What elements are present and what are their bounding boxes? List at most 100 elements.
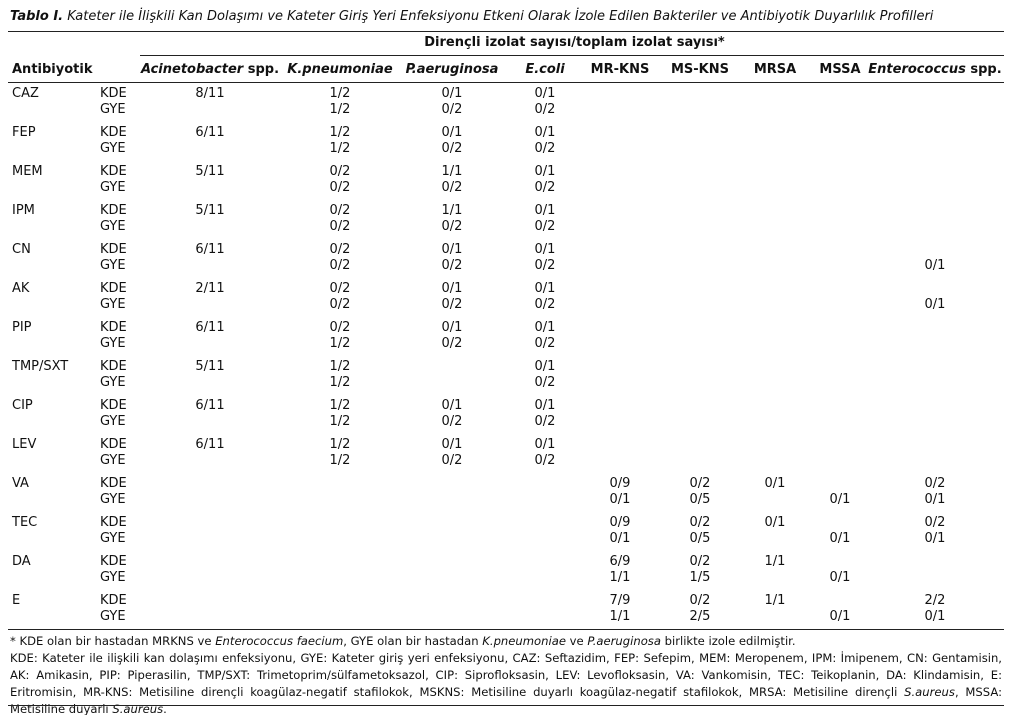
infection-type: KDE (100, 476, 127, 491)
infection-type: GYE (100, 570, 126, 585)
cell: 0/2 (534, 180, 556, 195)
cell: 0/2 (441, 414, 463, 429)
infection-type: GYE (100, 492, 126, 507)
cell: 0/1 (441, 125, 463, 140)
cell: 0/1 (764, 476, 786, 491)
text-run: spp. (965, 62, 1002, 77)
text-run: , GYE olan bir hastadan (343, 634, 483, 648)
infection-type: GYE (100, 141, 126, 156)
cell: 0/1 (441, 86, 463, 101)
cell: 0/9 (609, 515, 631, 530)
infection-type: GYE (100, 180, 126, 195)
column-header: E.coli (475, 62, 615, 78)
infection-type: GYE (100, 297, 126, 312)
cell: 1/2 (329, 437, 351, 452)
group-header: Dirençli izolat sayısı/toplam izolat say… (424, 35, 725, 50)
cell: 0/2 (924, 515, 946, 530)
rule (8, 705, 1004, 706)
cell: 6/11 (195, 320, 225, 335)
cell: 2/5 (689, 609, 711, 624)
cell: 1/1 (441, 203, 463, 218)
cell: 1/2 (329, 125, 351, 140)
antibiotic: AK (12, 281, 30, 296)
cell: 8/11 (195, 86, 225, 101)
cell: 0/1 (829, 531, 851, 546)
cell: 0/1 (924, 531, 946, 546)
cell: 5/11 (195, 203, 225, 218)
infection-type: KDE (100, 281, 127, 296)
antibiotic: MEM (12, 164, 43, 179)
cell: 0/1 (441, 281, 463, 296)
cell: 0/2 (329, 242, 351, 257)
column-header: Acinetobacter spp. (140, 62, 280, 78)
text-run: KDE: Kateter ile ilişkili kan dolaşımı e… (10, 651, 1002, 699)
cell: 0/2 (689, 515, 711, 530)
text-run: K.pneumoniae (287, 62, 393, 77)
cell: 0/2 (329, 297, 351, 312)
cell: 0/1 (924, 258, 946, 273)
cell: 0/1 (534, 164, 556, 179)
cell: 1/5 (689, 570, 711, 585)
text-run: ve (565, 634, 588, 648)
stub-header: Antibiyotik (12, 62, 93, 77)
cell: 2/2 (924, 593, 946, 608)
antibiotic: FEP (12, 125, 36, 140)
text-run: Acinetobacter (140, 62, 244, 77)
infection-type: KDE (100, 164, 127, 179)
cell: 1/2 (329, 141, 351, 156)
text-run: . (163, 702, 167, 715)
rule (8, 31, 1004, 32)
cell: 0/2 (534, 219, 556, 234)
cell: 0/2 (329, 258, 351, 273)
cell: 0/2 (441, 453, 463, 468)
cell: 0/2 (924, 476, 946, 491)
cell: 0/1 (534, 125, 556, 140)
footnote: * KDE olan bir hastadan MRKNS ve Enteroc… (10, 633, 1002, 650)
title-label: Tablo I. (10, 9, 64, 24)
infection-type: KDE (100, 125, 127, 140)
cell: 1/1 (609, 570, 631, 585)
cell: 0/1 (534, 437, 556, 452)
cell: 0/1 (609, 492, 631, 507)
cell: 1/1 (441, 164, 463, 179)
text-run: P.aeruginosa (587, 634, 661, 648)
text-run: MS-KNS (670, 62, 729, 77)
antibiotic: VA (12, 476, 29, 491)
cell: 0/1 (829, 570, 851, 585)
text-run: spp. (243, 62, 280, 77)
antibiotic: LEV (12, 437, 37, 452)
infection-type: GYE (100, 219, 126, 234)
cell: 0/2 (441, 141, 463, 156)
antibiotic: DA (12, 554, 31, 569)
cell: 0/2 (534, 336, 556, 351)
text-run: birlikte izole edilmiştir. (660, 634, 796, 648)
cell: 0/1 (924, 297, 946, 312)
cell: 0/1 (441, 320, 463, 335)
antibiotic: CN (12, 242, 31, 257)
cell: 6/11 (195, 437, 225, 452)
text-run: MR-KNS (590, 62, 650, 77)
cell: 0/2 (329, 164, 351, 179)
text-run: Enterococcus faecium (215, 634, 344, 648)
cell: 0/1 (924, 492, 946, 507)
cell: 0/2 (534, 414, 556, 429)
column-header: MRSA (705, 62, 845, 78)
infection-type: GYE (100, 414, 126, 429)
cell: 0/2 (441, 336, 463, 351)
cell: 0/1 (609, 531, 631, 546)
cell: 5/11 (195, 359, 225, 374)
rule (8, 629, 1004, 630)
cell: 0/2 (534, 258, 556, 273)
cell: 0/1 (534, 86, 556, 101)
infection-type: KDE (100, 515, 127, 530)
text-run: S.aureus (112, 702, 164, 715)
cell: 1/2 (329, 375, 351, 390)
column-header: K.pneumoniae (270, 62, 410, 78)
cell: 0/9 (609, 476, 631, 491)
cell: 6/11 (195, 398, 225, 413)
infection-type: KDE (100, 203, 127, 218)
cell: 0/2 (329, 180, 351, 195)
cell: 2/11 (195, 281, 225, 296)
infection-type: KDE (100, 86, 127, 101)
antibiotic: PIP (12, 320, 32, 335)
